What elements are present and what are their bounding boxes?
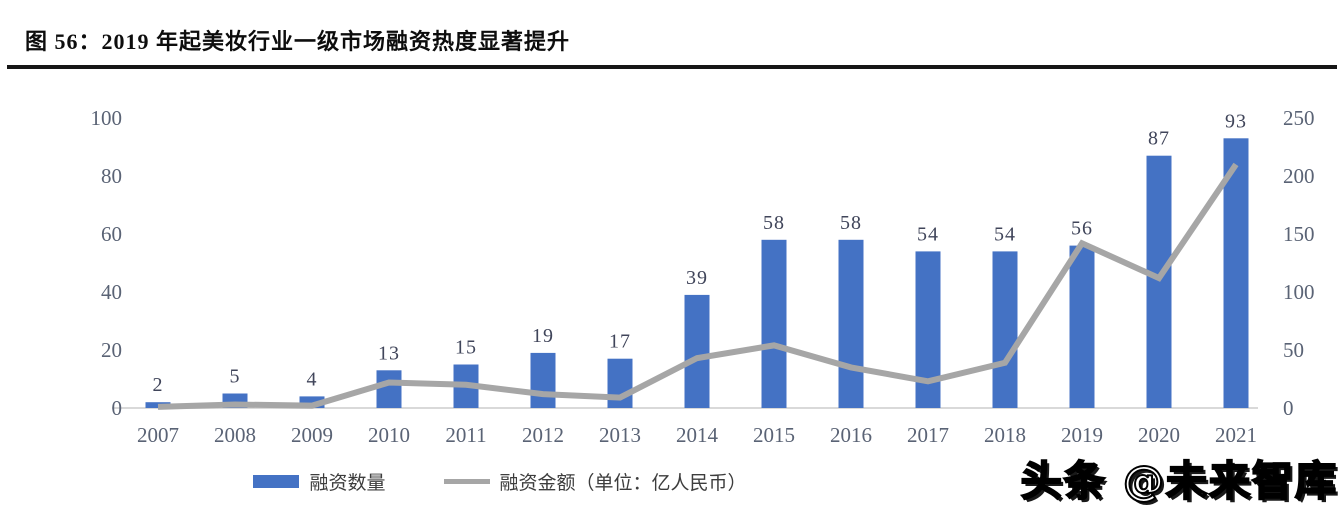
legend-label-count: 融资数量	[309, 473, 386, 494]
financing-amount-line	[157, 162, 1239, 410]
bar-2021	[1223, 138, 1249, 409]
bar-2018	[992, 251, 1018, 408]
bar-2019	[1069, 245, 1095, 408]
right-axis-tick-label: 150	[1283, 222, 1315, 246]
bar-value-label: 2	[153, 374, 164, 396]
right-axis-tick-label: 100	[1283, 280, 1315, 304]
bar-2012	[530, 352, 556, 408]
x-axis-year-label: 2016	[830, 423, 872, 447]
x-axis-year-label: 2007	[137, 423, 179, 447]
figure-title: 图 56：2019 年起美妆行业一级市场融资热度显著提升	[25, 29, 571, 54]
x-axis-year-label: 2012	[522, 423, 564, 447]
bar-value-label: 54	[917, 223, 939, 245]
bar-2013	[607, 358, 633, 408]
right-axis-tick-label: 0	[1283, 396, 1294, 420]
right-axis-tick-label: 250	[1283, 106, 1315, 130]
bar-value-label: 58	[840, 212, 862, 234]
legend-label-amount: 融资金额（单位：亿人民币）	[499, 473, 747, 494]
x-axis-year-label: 2020	[1138, 423, 1180, 447]
bar-value-label: 93	[1225, 110, 1247, 132]
bar-value-label: 58	[763, 212, 785, 234]
bar-value-label: 56	[1071, 218, 1093, 240]
left-axis-tick-label: 0	[112, 396, 123, 420]
bar-value-label: 13	[378, 342, 400, 364]
bar-value-label: 4	[307, 368, 318, 390]
x-axis-year-label: 2015	[753, 423, 795, 447]
bar-2010	[376, 370, 402, 408]
x-axis-year-label: 2008	[214, 423, 256, 447]
bar-value-label: 87	[1148, 128, 1170, 150]
x-axis-year-label: 2021	[1215, 423, 1257, 447]
left-axis-tick-label: 100	[91, 106, 123, 130]
x-axis-year-label: 2013	[599, 423, 641, 447]
chart-legend: 融资数量 融资金额（单位：亿人民币）	[0, 468, 1000, 495]
left-axis-tick-label: 60	[101, 222, 122, 246]
bar-2009	[299, 396, 325, 408]
left-axis-tick-label: 20	[101, 338, 122, 362]
bar-series-swatch	[253, 475, 300, 488]
legend-item-count: 融资数量	[253, 468, 386, 495]
x-axis-year-label: 2017	[907, 423, 949, 447]
legend-item-amount: 融资金额（单位：亿人民币）	[443, 468, 747, 495]
bar-2017	[915, 251, 941, 408]
title-divider	[7, 65, 1337, 69]
bar-value-label: 15	[455, 337, 477, 359]
bar-value-label: 5	[230, 366, 241, 388]
left-axis-tick-label: 80	[101, 164, 122, 188]
bar-2014	[684, 294, 710, 408]
financing-bar-line-chart: 0 20 40 60 80 100 0 50 100 150 200 250 2007 2008 2009 2…	[91, 106, 1315, 447]
x-axis-year-label: 2019	[1061, 423, 1103, 447]
x-axis-year-label: 2014	[676, 423, 719, 447]
x-axis-year-label: 2011	[445, 423, 486, 447]
bar-value-label: 17	[609, 331, 631, 353]
toutiao-watermark: 头条 @未来智库	[1020, 456, 1338, 506]
line-series-swatch	[443, 479, 490, 484]
bar-value-label: 39	[686, 267, 708, 289]
bar-value-label: 54	[994, 223, 1016, 245]
bar-2020	[1146, 155, 1172, 408]
bar-2016	[838, 239, 864, 408]
x-axis-year-label: 2010	[368, 423, 410, 447]
bar-2015	[761, 239, 787, 408]
right-axis-tick-label: 200	[1283, 164, 1315, 188]
right-axis-tick-label: 50	[1283, 338, 1304, 362]
bar-value-label: 19	[532, 325, 554, 347]
x-axis-year-label: 2009	[291, 423, 333, 447]
x-axis-year-label: 2018	[984, 423, 1026, 447]
left-axis-tick-label: 40	[101, 280, 122, 304]
